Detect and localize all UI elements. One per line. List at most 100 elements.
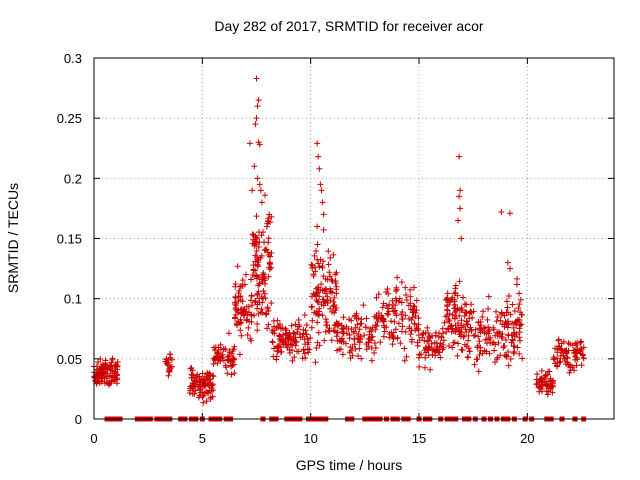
data-point: [509, 337, 516, 344]
data-point: [383, 289, 390, 296]
data-point: [223, 364, 230, 371]
data-point: [200, 399, 207, 406]
data-point: [495, 339, 502, 346]
data-point: [453, 313, 460, 320]
data-point: [262, 295, 269, 302]
data-point: [340, 325, 347, 332]
data-point: [545, 388, 552, 395]
data-point: [261, 247, 268, 254]
data-point: [346, 349, 353, 356]
data-point: [431, 339, 438, 346]
data-point: [467, 324, 474, 331]
data-point: [245, 324, 252, 331]
data-point: [465, 332, 472, 339]
data-point: [494, 314, 501, 321]
data-point: [275, 343, 282, 350]
data-point: [492, 341, 499, 348]
data-point: [573, 342, 580, 349]
y-tick-label: 0.25: [57, 111, 82, 126]
data-point: [288, 322, 295, 329]
data-point: [451, 290, 458, 297]
data-point: [444, 307, 451, 314]
data-point: [247, 297, 254, 304]
data-point: [389, 341, 396, 348]
data-point: [484, 316, 491, 323]
data-point: [334, 347, 341, 354]
data-point: [516, 301, 523, 308]
data-point: [255, 274, 262, 281]
data-point: [250, 262, 257, 269]
data-point: [326, 273, 333, 280]
data-point: [536, 385, 543, 392]
data-point: [509, 320, 516, 327]
data-point: [479, 350, 486, 357]
data-point: [389, 334, 396, 341]
x-tick-label: 10: [303, 431, 317, 446]
data-point: [413, 307, 420, 314]
data-point: [452, 328, 459, 335]
data-point: [326, 328, 333, 335]
data-point: [233, 302, 240, 309]
data-point: [510, 350, 517, 357]
data-point: [214, 353, 221, 360]
data-point: [319, 312, 326, 319]
data-point: [510, 324, 517, 331]
data-point: [283, 327, 290, 334]
data-point: [416, 363, 423, 370]
data-point: [316, 342, 323, 349]
data-point: [458, 317, 465, 324]
x-tick-label: 0: [90, 431, 97, 446]
data-point: [437, 343, 444, 350]
data-point: [250, 236, 257, 243]
data-point: [380, 322, 387, 329]
data-point: [348, 317, 355, 324]
data-point: [254, 103, 261, 110]
data-point: [231, 370, 238, 377]
data-point: [516, 322, 523, 329]
y-tick-label: 0: [75, 412, 82, 427]
data-point: [394, 335, 401, 342]
data-point: [262, 192, 268, 199]
data-point: [452, 322, 459, 329]
data-point: [244, 332, 251, 339]
data-point: [398, 279, 405, 286]
data-point: [573, 362, 580, 369]
data-point: [393, 286, 400, 293]
data-point: [207, 394, 214, 401]
data-point: [340, 330, 347, 337]
data-point: [444, 312, 451, 319]
data-point: [416, 352, 423, 359]
data-point: [311, 309, 318, 316]
data-point: [264, 220, 271, 227]
data-point: [109, 355, 116, 362]
data-point: [578, 338, 585, 345]
data-point: [327, 288, 334, 295]
data-point: [166, 365, 173, 372]
data-point: [277, 349, 284, 356]
data-point: [552, 345, 559, 352]
y-tick-label: 0.3: [64, 51, 82, 66]
data-point: [210, 344, 217, 351]
data-point: [392, 326, 399, 333]
data-point: [199, 370, 206, 377]
data-point: [543, 378, 550, 385]
data-point: [356, 326, 363, 333]
data-point: [209, 372, 216, 379]
data-point: [309, 317, 316, 324]
data-point: [200, 383, 207, 390]
data-point: [284, 332, 291, 339]
data-point: [371, 349, 378, 356]
data-point: [458, 346, 465, 353]
data-point: [375, 291, 382, 298]
data-point: [440, 344, 447, 351]
data-point: [267, 253, 274, 260]
data-point: [503, 298, 510, 305]
data-point: [262, 280, 269, 287]
data-point: [504, 304, 511, 311]
data-point: [450, 339, 457, 346]
data-point: [477, 322, 484, 329]
data-point: [232, 294, 239, 301]
data-point: [293, 338, 300, 345]
data-point: [237, 296, 244, 303]
data-point: [243, 271, 250, 278]
